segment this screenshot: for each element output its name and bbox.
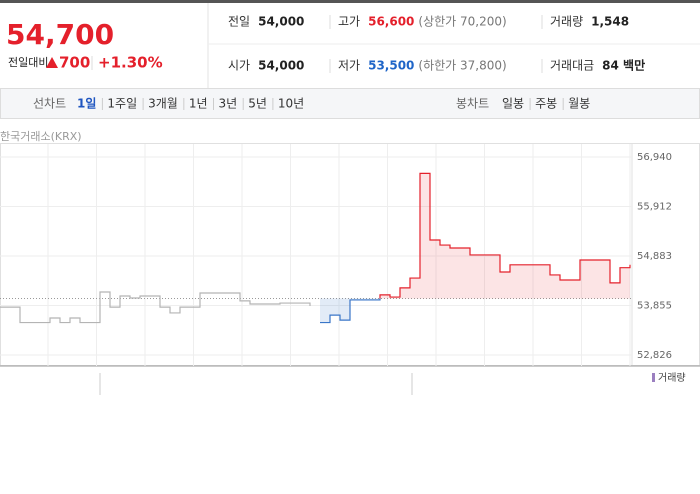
range-tab[interactable]: 3개월 xyxy=(148,97,178,111)
stat-value: 56,600 xyxy=(368,15,414,29)
tabs: 1일 1주일 3개월 1년 3년 5년 10년 일봉 주봉 월봉 xyxy=(77,97,590,111)
change-label: 전일대비 xyxy=(8,55,48,69)
candle-tab[interactable]: 월봉 xyxy=(568,97,590,111)
range-tab[interactable]: 10년 xyxy=(278,97,304,111)
change: 700 xyxy=(59,54,90,72)
range-tab[interactable]: 1주일 xyxy=(107,97,137,111)
volume-label: 거래량 xyxy=(658,372,686,384)
range-tab[interactable]: 1년 xyxy=(189,97,208,111)
stat-value: 1,548 xyxy=(591,15,629,29)
stat-value: 54,000 xyxy=(258,59,304,73)
plot: 52,826 53,855 54,883 55,912 56,940 xyxy=(0,144,672,366)
tab-bar xyxy=(0,88,700,119)
stat-note: (하한가 37,800) xyxy=(418,59,506,73)
y-tick-label: 52,826 xyxy=(637,350,672,361)
y-tick-label: 53,855 xyxy=(637,300,672,311)
stats: 전일 54,000 고가 56,600 (상한가 70,200) 거래량 1,548 시가 54… xyxy=(228,15,645,73)
y-tick-label: 55,912 xyxy=(637,201,672,212)
candle-tab[interactable]: 일봉 xyxy=(502,97,524,111)
tab-label: 선차트 xyxy=(33,97,66,111)
line-up xyxy=(379,172,631,299)
price-line xyxy=(0,291,311,324)
stat-value: 84 백만 xyxy=(602,58,645,73)
tab-label: 봉차트 xyxy=(456,97,489,111)
area-up xyxy=(320,173,630,299)
price: 54,700 xyxy=(6,18,114,51)
y-tick-label: 56,940 xyxy=(637,152,672,163)
stat-value: 54,000 xyxy=(258,15,304,29)
range-tab[interactable]: 5년 xyxy=(248,97,267,111)
chart-frame xyxy=(0,143,700,366)
stat-label: 전일 xyxy=(228,15,250,29)
y-tick-label: 54,883 xyxy=(637,251,672,262)
up-arrow xyxy=(46,57,58,68)
stat-label: 저가 xyxy=(338,59,360,73)
range-tab[interactable]: 1일 xyxy=(77,97,96,111)
line-down xyxy=(320,298,381,324)
change-pct: +1.30% xyxy=(98,54,163,72)
top-border xyxy=(0,0,700,3)
candle-tab[interactable]: 주봉 xyxy=(535,97,557,111)
stat-label: 거래량 xyxy=(550,15,583,29)
stat-label: 고가 xyxy=(338,15,360,29)
volume-legend-swatch xyxy=(652,373,655,382)
stat-note: (상한가 70,200) xyxy=(418,15,506,29)
stat-label: 시가 xyxy=(228,59,250,73)
range-tab[interactable]: 3년 xyxy=(219,97,238,111)
stat-label: 거래대금 xyxy=(550,59,594,73)
stat-value: 53,500 xyxy=(368,59,414,73)
source: 한국거래소(KRX) xyxy=(0,130,82,143)
